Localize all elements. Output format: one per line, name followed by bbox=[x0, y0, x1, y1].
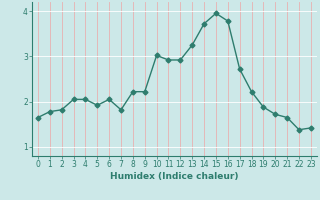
X-axis label: Humidex (Indice chaleur): Humidex (Indice chaleur) bbox=[110, 172, 239, 181]
